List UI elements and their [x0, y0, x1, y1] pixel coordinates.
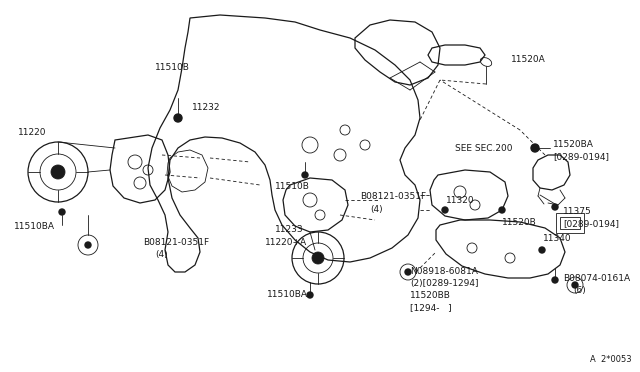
Circle shape: [442, 207, 448, 213]
Text: (6): (6): [573, 286, 586, 295]
Text: 11510BA: 11510BA: [14, 222, 55, 231]
Text: [0289-0194]: [0289-0194]: [563, 219, 619, 228]
Text: N08918-6081A: N08918-6081A: [410, 267, 478, 276]
Circle shape: [307, 292, 313, 298]
Text: 11340: 11340: [543, 234, 572, 243]
Text: 11232: 11232: [192, 103, 221, 112]
Circle shape: [302, 172, 308, 178]
Circle shape: [85, 242, 91, 248]
Text: 11510B: 11510B: [155, 63, 190, 72]
Text: 11510B: 11510B: [275, 182, 310, 191]
Circle shape: [51, 165, 65, 179]
Text: 11220+A: 11220+A: [265, 238, 307, 247]
Text: 11220: 11220: [18, 128, 47, 137]
Text: B08074-0161A: B08074-0161A: [563, 274, 630, 283]
Text: 11520BA: 11520BA: [553, 140, 594, 149]
Text: [0289-0194]: [0289-0194]: [553, 152, 609, 161]
Circle shape: [572, 282, 578, 288]
Text: 11510BA: 11510BA: [267, 290, 308, 299]
Circle shape: [531, 144, 539, 152]
Circle shape: [59, 209, 65, 215]
Text: (4): (4): [155, 250, 168, 259]
Circle shape: [312, 252, 324, 264]
Text: A  2*0053: A 2*0053: [590, 355, 632, 364]
Circle shape: [405, 269, 411, 275]
Text: 11233: 11233: [275, 225, 303, 234]
Text: 11520A: 11520A: [511, 55, 546, 64]
Circle shape: [552, 204, 558, 210]
Text: (2)[0289-1294]: (2)[0289-1294]: [410, 279, 479, 288]
Text: B08121-0351F: B08121-0351F: [360, 192, 426, 201]
Text: 11520B: 11520B: [502, 218, 537, 227]
Text: SEE SEC.200: SEE SEC.200: [455, 144, 513, 153]
Circle shape: [539, 247, 545, 253]
Circle shape: [552, 277, 558, 283]
Text: 11320: 11320: [446, 196, 475, 205]
Circle shape: [499, 207, 505, 213]
Circle shape: [174, 114, 182, 122]
Text: 11375: 11375: [563, 207, 592, 216]
Text: (4): (4): [370, 205, 383, 214]
Text: 11520BB: 11520BB: [410, 291, 451, 300]
Text: B08121-0351F: B08121-0351F: [143, 238, 209, 247]
Text: [1294-   ]: [1294- ]: [410, 303, 452, 312]
